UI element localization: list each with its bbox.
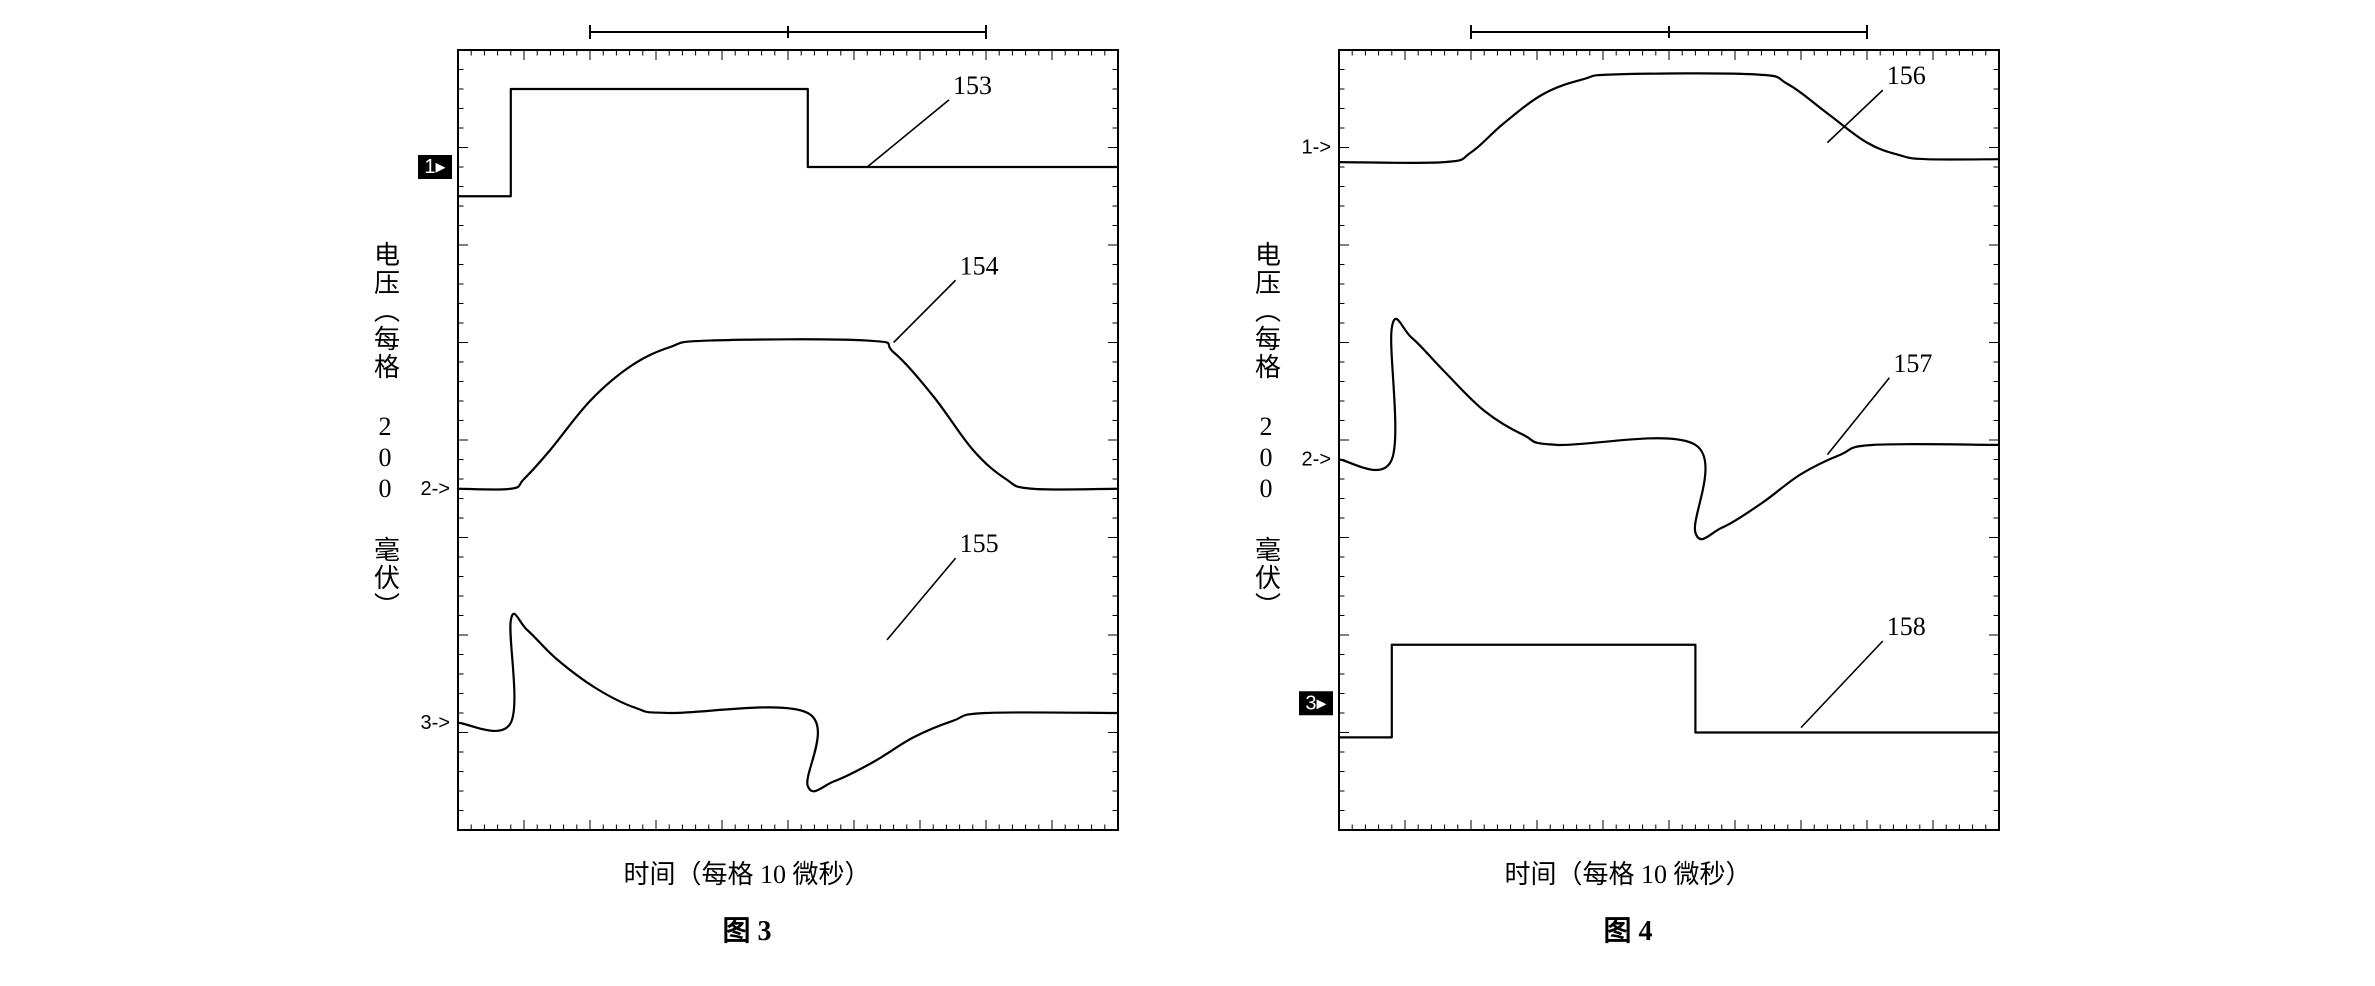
svg-text:2->: 2-> <box>1301 449 1330 471</box>
fig3-ylabel: 电压（每格 200 毫伏） <box>367 241 404 620</box>
fig4-xlabel: 时间（每格 10 微秒） <box>1504 854 1751 891</box>
fig3-xlabel: 时间（每格 10 微秒） <box>623 854 870 891</box>
fig4-plot: 1-> 2-> 3▸ 156 157 158 <box>1291 20 2009 840</box>
svg-text:3->: 3-> <box>420 712 449 734</box>
fig3-plot: 1▸ 2-> 3-> 153 154 155 <box>410 20 1128 840</box>
svg-text:157: 157 <box>1893 349 1932 378</box>
svg-text:155: 155 <box>959 529 998 558</box>
figure-4-row: 电压（每格 200 毫伏） 1-> 2-> 3▸ 156 157 158 <box>1248 20 2009 840</box>
fig3-caption: 图 3 <box>722 909 771 949</box>
svg-text:3▸: 3▸ <box>1305 692 1326 714</box>
svg-text:158: 158 <box>1886 612 1925 641</box>
fig4-caption: 图 4 <box>1603 909 1652 949</box>
figure-3: 电压（每格 200 毫伏） 1▸ 2-> 3-> 153 154 155 时间（每格 10… <box>367 20 1128 949</box>
figure-3-row: 电压（每格 200 毫伏） 1▸ 2-> 3-> 153 154 155 <box>367 20 1128 840</box>
svg-text:156: 156 <box>1886 61 1925 90</box>
svg-text:153: 153 <box>953 71 992 100</box>
svg-text:1->: 1-> <box>1301 137 1330 159</box>
svg-text:1▸: 1▸ <box>424 156 445 178</box>
figure-4: 电压（每格 200 毫伏） 1-> 2-> 3▸ 156 157 158 时间（每格 10… <box>1248 20 2009 949</box>
fig4-ylabel: 电压（每格 200 毫伏） <box>1248 241 1285 620</box>
svg-text:2->: 2-> <box>420 478 449 500</box>
svg-text:154: 154 <box>959 251 998 280</box>
